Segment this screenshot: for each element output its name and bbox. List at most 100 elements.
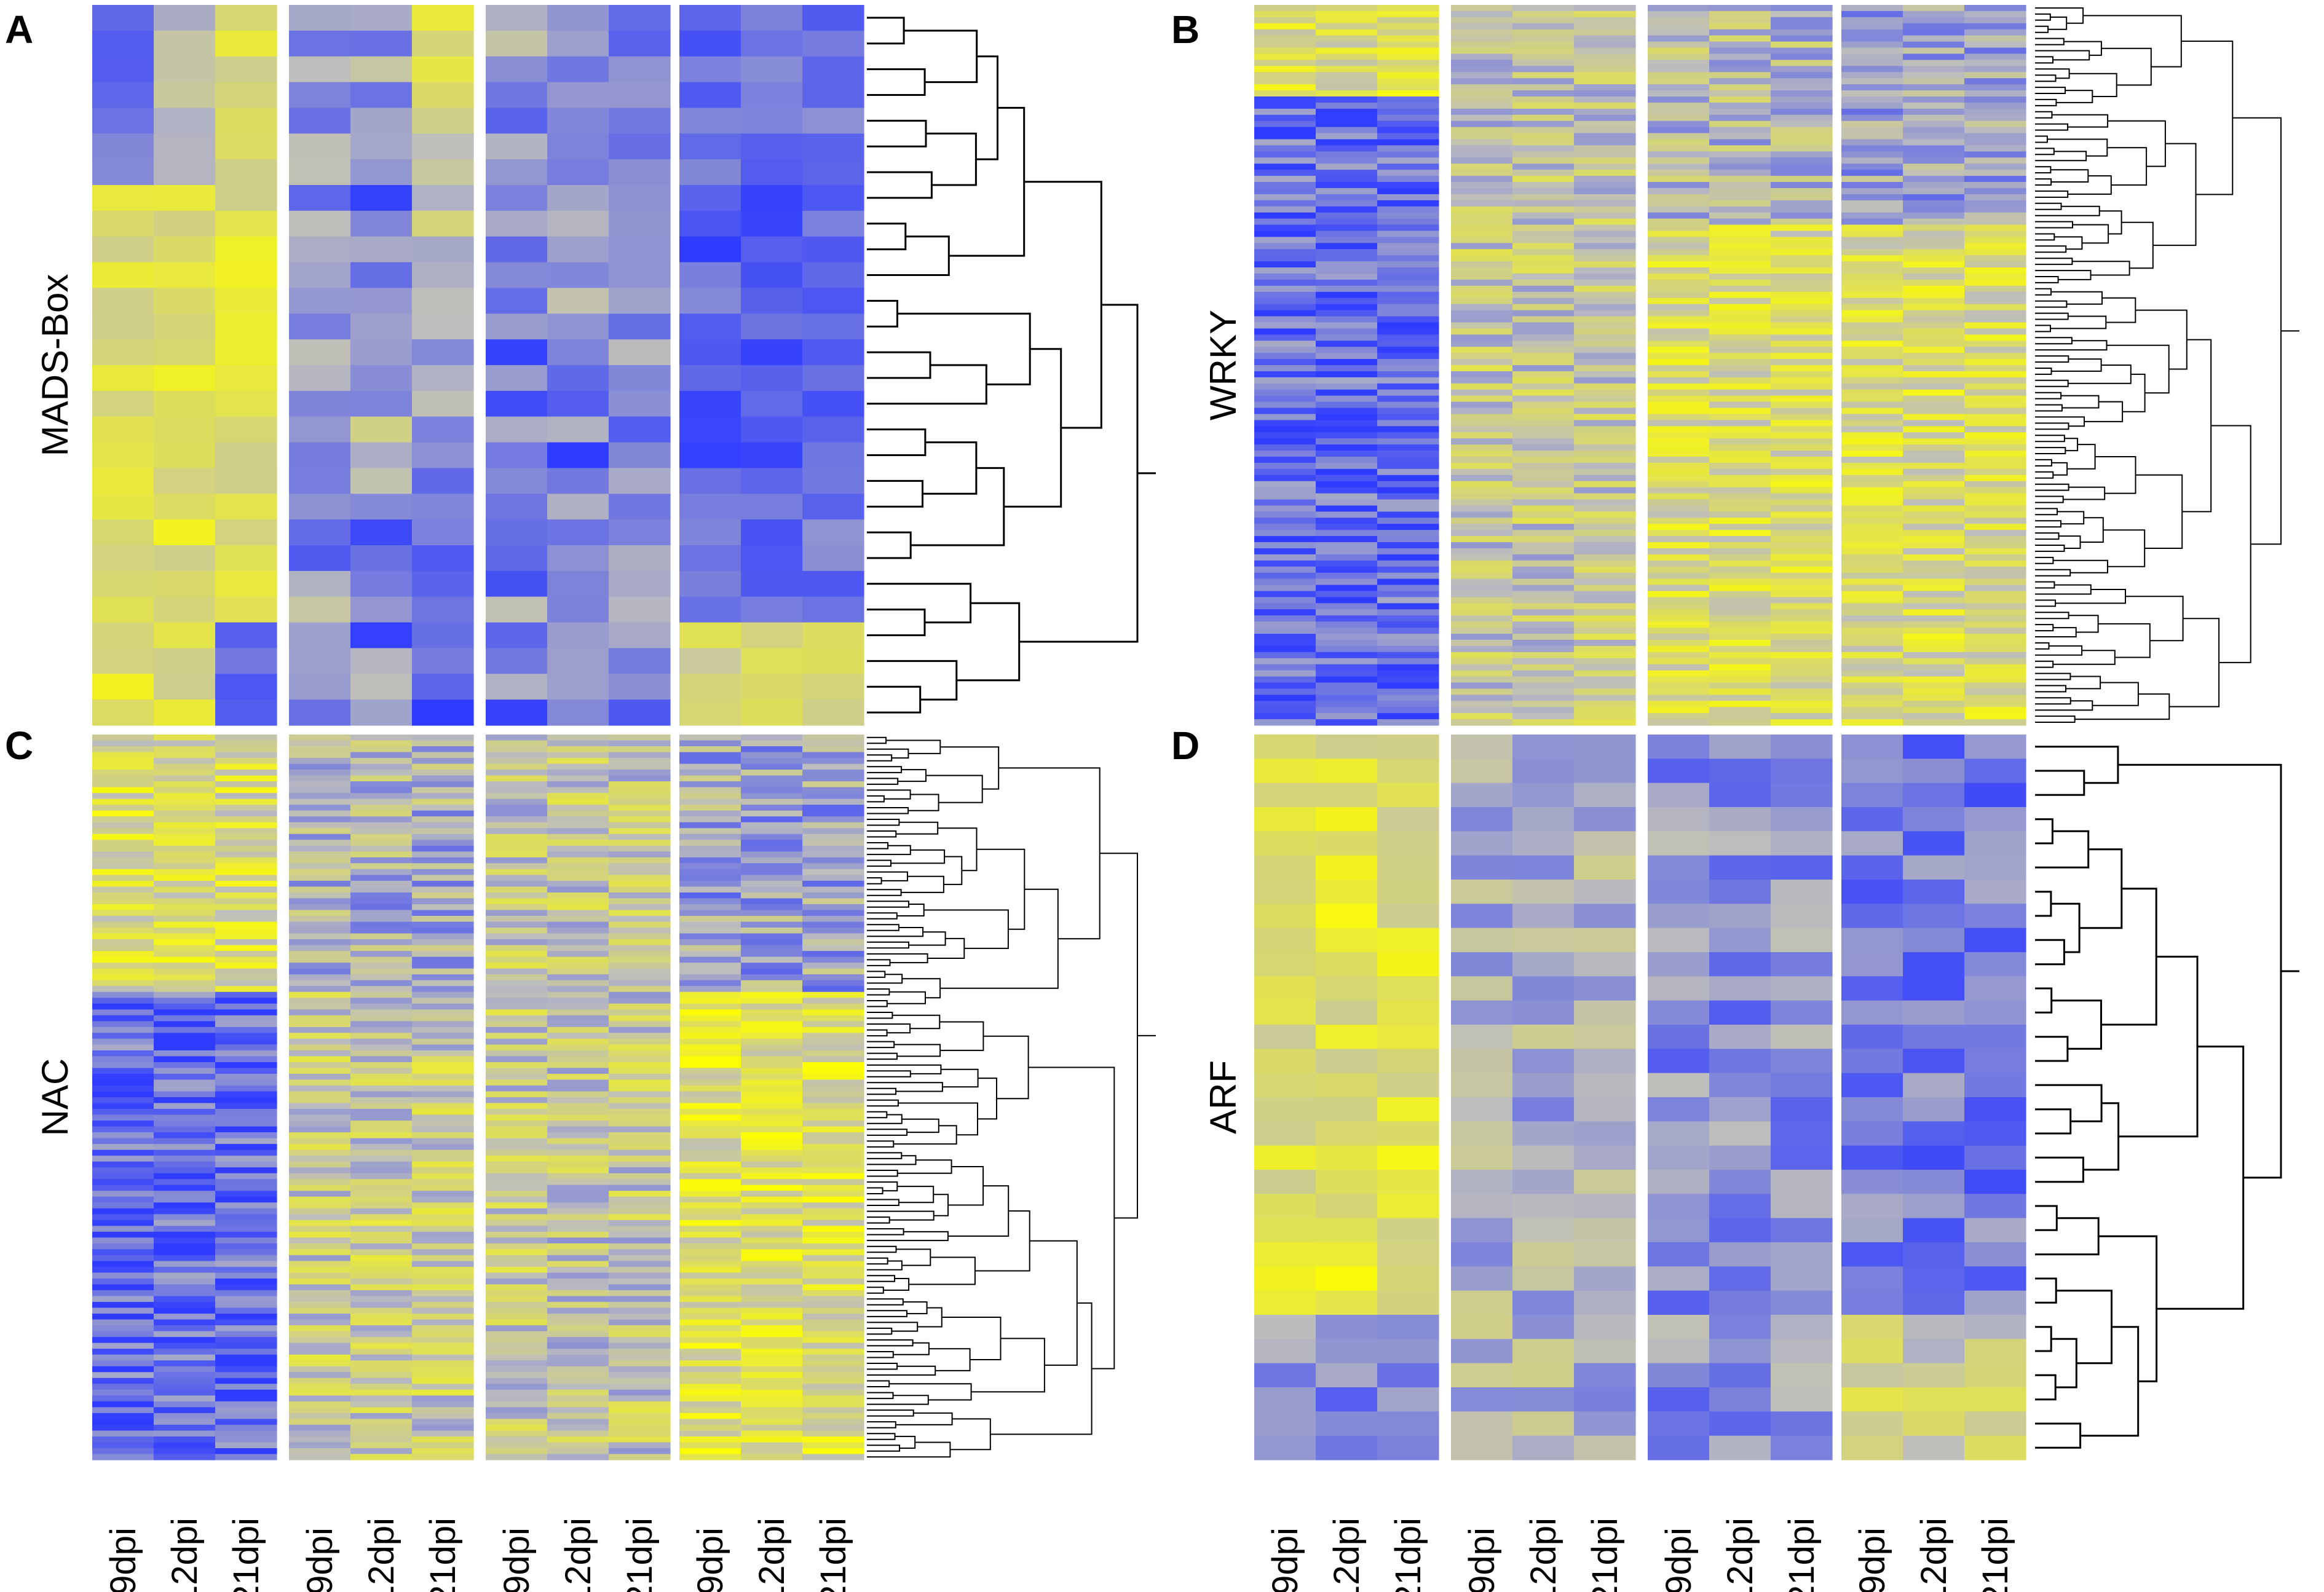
dendrogram-branch <box>2035 1217 2100 1256</box>
heatmap-cell <box>741 1033 803 1039</box>
heatmap-cell <box>1964 1073 2026 1098</box>
heatmap-cell <box>1316 41 1378 49</box>
heatmap-cell <box>741 1027 803 1033</box>
heatmap-cell <box>1709 170 1771 176</box>
heatmap-cell <box>1451 23 1513 30</box>
panel-letter: A <box>5 7 33 52</box>
heatmap-cell <box>1771 505 1833 512</box>
heatmap-cell <box>1512 438 1575 445</box>
heatmap-cell <box>609 1091 671 1098</box>
heatmap-cell <box>1964 108 2026 116</box>
heatmap-cell <box>1451 615 1513 622</box>
heatmap-cell <box>609 1214 671 1221</box>
heatmap-cell <box>412 1419 474 1425</box>
heatmap-cell <box>547 1237 609 1244</box>
heatmap-cell <box>350 288 413 314</box>
heatmap-cell <box>547 5 609 31</box>
heatmap-cell <box>1512 1435 1575 1460</box>
heatmap-cell <box>1903 66 1965 73</box>
heatmap-cell <box>802 752 864 759</box>
heatmap-cell <box>350 1401 413 1408</box>
heatmap-cell <box>547 1015 609 1022</box>
dendrogram-branch <box>2073 224 2109 244</box>
heatmap-cell <box>1771 499 1833 506</box>
heatmap-cell <box>412 5 474 31</box>
heatmap-cell <box>215 775 277 782</box>
heatmap-cell <box>1512 224 1575 232</box>
dendrogram-branch <box>896 821 939 835</box>
heatmap-cell <box>154 857 216 864</box>
heatmap-cell <box>609 869 671 875</box>
heatmap-cell <box>1451 274 1513 280</box>
heatmap-cell <box>215 898 277 905</box>
heatmap-cell <box>412 833 474 840</box>
heatmap-cell <box>92 1132 154 1139</box>
heatmap-cell <box>547 1091 609 1098</box>
heatmap-cell <box>1841 114 1903 122</box>
heatmap-cell <box>1316 1000 1378 1025</box>
heatmap-cell <box>1254 353 1316 360</box>
heatmap-cell <box>412 390 474 417</box>
heatmap-cell <box>1254 1121 1316 1146</box>
heatmap-cell <box>92 1044 154 1051</box>
heatmap-cell <box>1316 383 1378 390</box>
heatmap-cell <box>1771 182 1833 189</box>
heatmap-cell <box>154 339 216 366</box>
heatmap-cell <box>1903 438 1965 445</box>
heatmap-cell <box>1316 1266 1378 1291</box>
heatmap-cell <box>1377 462 1439 470</box>
heatmap-cell <box>1512 249 1575 256</box>
heatmap-cell <box>1377 182 1439 189</box>
heatmap-cell <box>1964 347 2026 353</box>
heatmap-cell <box>1709 41 1771 49</box>
heatmap-cell <box>486 1307 548 1314</box>
heatmap-cell <box>609 810 671 817</box>
heatmap-cell <box>1648 1145 1710 1170</box>
heatmap-cell <box>154 904 216 911</box>
heatmap-cell <box>679 1384 741 1390</box>
heatmap-cell <box>1377 310 1439 317</box>
heatmap-cell <box>92 1214 154 1221</box>
heatmap-cell <box>1903 304 1965 311</box>
heatmap-cell <box>1316 621 1378 628</box>
heatmap-cell <box>1648 432 1710 439</box>
heatmap-cell <box>412 1424 474 1432</box>
heatmap-cell <box>412 494 474 520</box>
heatmap-cell <box>802 816 864 823</box>
heatmap-cell <box>1377 151 1439 158</box>
dendrogram-branch <box>2058 535 2081 549</box>
heatmap-cell <box>741 1442 803 1449</box>
heatmap-cell <box>547 904 609 911</box>
heatmap-cell <box>1903 212 1965 219</box>
heatmap-cell <box>1903 279 1965 286</box>
heatmap-cell <box>486 1003 548 1010</box>
heatmap-cell <box>1316 316 1378 323</box>
heatmap-cell <box>154 1149 216 1156</box>
heatmap-cell <box>741 886 803 893</box>
heatmap-cell <box>547 770 609 776</box>
dendrogram-branch <box>889 1383 972 1401</box>
heatmap-cell <box>1841 426 1903 433</box>
dendrogram-branch <box>2035 300 2068 308</box>
heatmap-cell <box>1771 243 1833 250</box>
heatmap-cell <box>1841 96 1903 103</box>
heatmap-cell <box>289 1044 351 1051</box>
heatmap-cell <box>679 1121 741 1127</box>
heatmap-cell <box>1709 444 1771 451</box>
heatmap-cell <box>215 752 277 759</box>
heatmap-cell <box>1709 224 1771 232</box>
heatmap-cell <box>1841 377 1903 384</box>
heatmap-cell <box>154 1325 216 1332</box>
heatmap-cell <box>609 545 671 572</box>
heatmap-cell <box>289 596 351 623</box>
dendrogram-branch <box>867 1052 898 1060</box>
heatmap-cell <box>1451 261 1513 268</box>
heatmap-cell <box>1512 1170 1575 1194</box>
heatmap-cell <box>412 30 474 57</box>
heatmap-cell <box>609 108 671 134</box>
heatmap-cell <box>1451 1025 1513 1049</box>
heatmap-cell <box>609 1448 671 1455</box>
heatmap-cell <box>412 442 474 469</box>
heatmap-cell <box>1377 255 1439 262</box>
heatmap-cell <box>289 904 351 911</box>
